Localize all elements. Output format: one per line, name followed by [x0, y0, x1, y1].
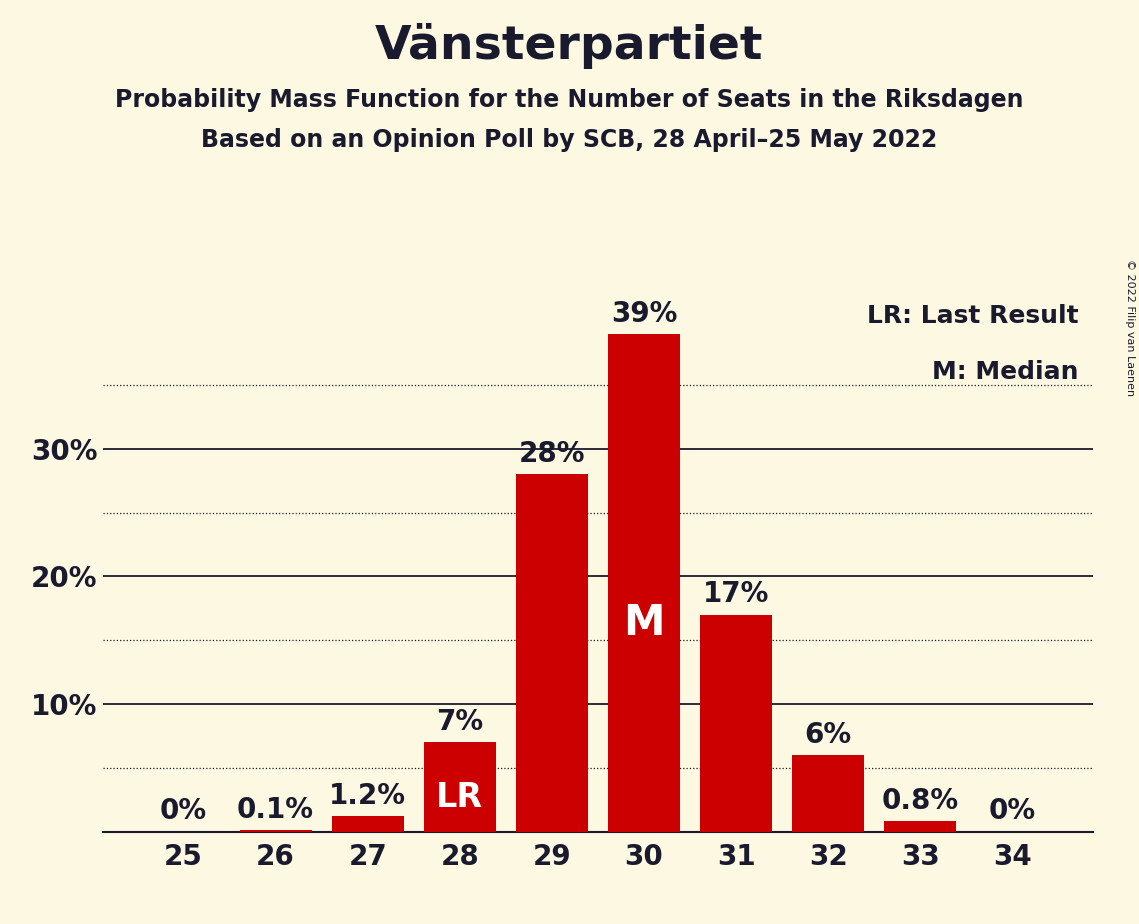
Text: LR: Last Result: LR: Last Result [867, 304, 1079, 328]
Text: 6%: 6% [804, 721, 852, 748]
Text: 28%: 28% [518, 440, 585, 468]
Text: 0.1%: 0.1% [237, 796, 314, 824]
Bar [516, 474, 588, 832]
Text: M: M [623, 602, 665, 644]
Bar [424, 742, 495, 832]
Bar [793, 755, 865, 832]
Text: M: Median: M: Median [932, 360, 1079, 384]
Text: 7%: 7% [436, 708, 483, 736]
Text: 17%: 17% [703, 580, 769, 608]
Text: Vänsterpartiet: Vänsterpartiet [375, 23, 764, 69]
Text: LR: LR [436, 781, 483, 814]
Text: 39%: 39% [611, 299, 678, 328]
Text: 0%: 0% [159, 797, 207, 825]
Text: 1.2%: 1.2% [329, 782, 407, 810]
Text: Based on an Opinion Poll by SCB, 28 April–25 May 2022: Based on an Opinion Poll by SCB, 28 Apri… [202, 128, 937, 152]
Bar [700, 614, 772, 832]
Text: 0%: 0% [989, 797, 1036, 825]
Bar [608, 334, 680, 832]
Bar [885, 821, 957, 832]
Bar [239, 831, 311, 832]
Text: 0.8%: 0.8% [882, 787, 959, 815]
Bar [331, 816, 403, 832]
Text: Probability Mass Function for the Number of Seats in the Riksdagen: Probability Mass Function for the Number… [115, 88, 1024, 112]
Text: © 2022 Filip van Laenen: © 2022 Filip van Laenen [1125, 259, 1134, 395]
